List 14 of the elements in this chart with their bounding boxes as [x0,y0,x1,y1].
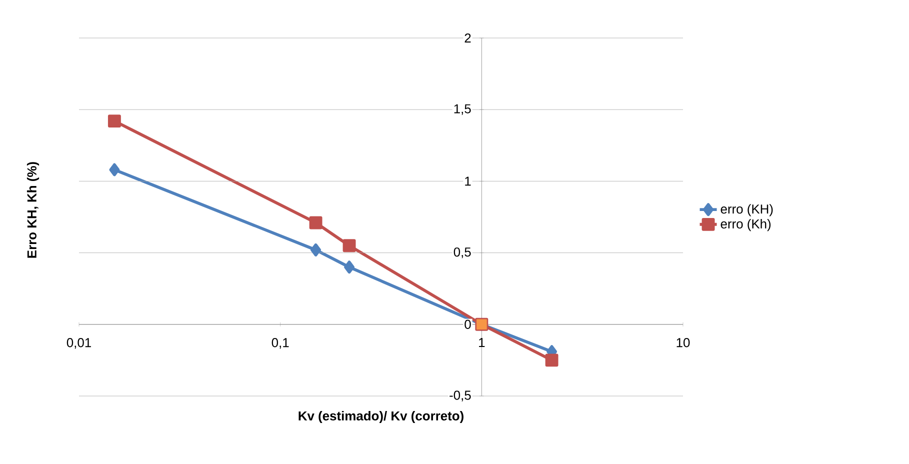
x-tick-label: 1 [479,338,485,347]
legend-label: erro (KH) [720,204,773,216]
legend-label: erro (Kh) [720,218,771,232]
y-tick-label: -0,5 [450,390,471,402]
y-tick-label: 0 [464,320,471,329]
x-tick-label: 10 [676,338,690,348]
y-tick-label: 0,5 [454,247,471,258]
y-tick-label: 1 [465,176,471,186]
x-tick-label: 0,01 [66,338,91,349]
y-tick-label: 1,5 [454,104,471,115]
y-tick-label: 2 [464,33,471,43]
y-axis-title: Erro KH, Kh (%) [26,162,40,258]
x-tick-label: 0,1 [272,338,289,349]
x-axis-title: Kv (estimado)/ Kv (correto) [298,410,464,424]
